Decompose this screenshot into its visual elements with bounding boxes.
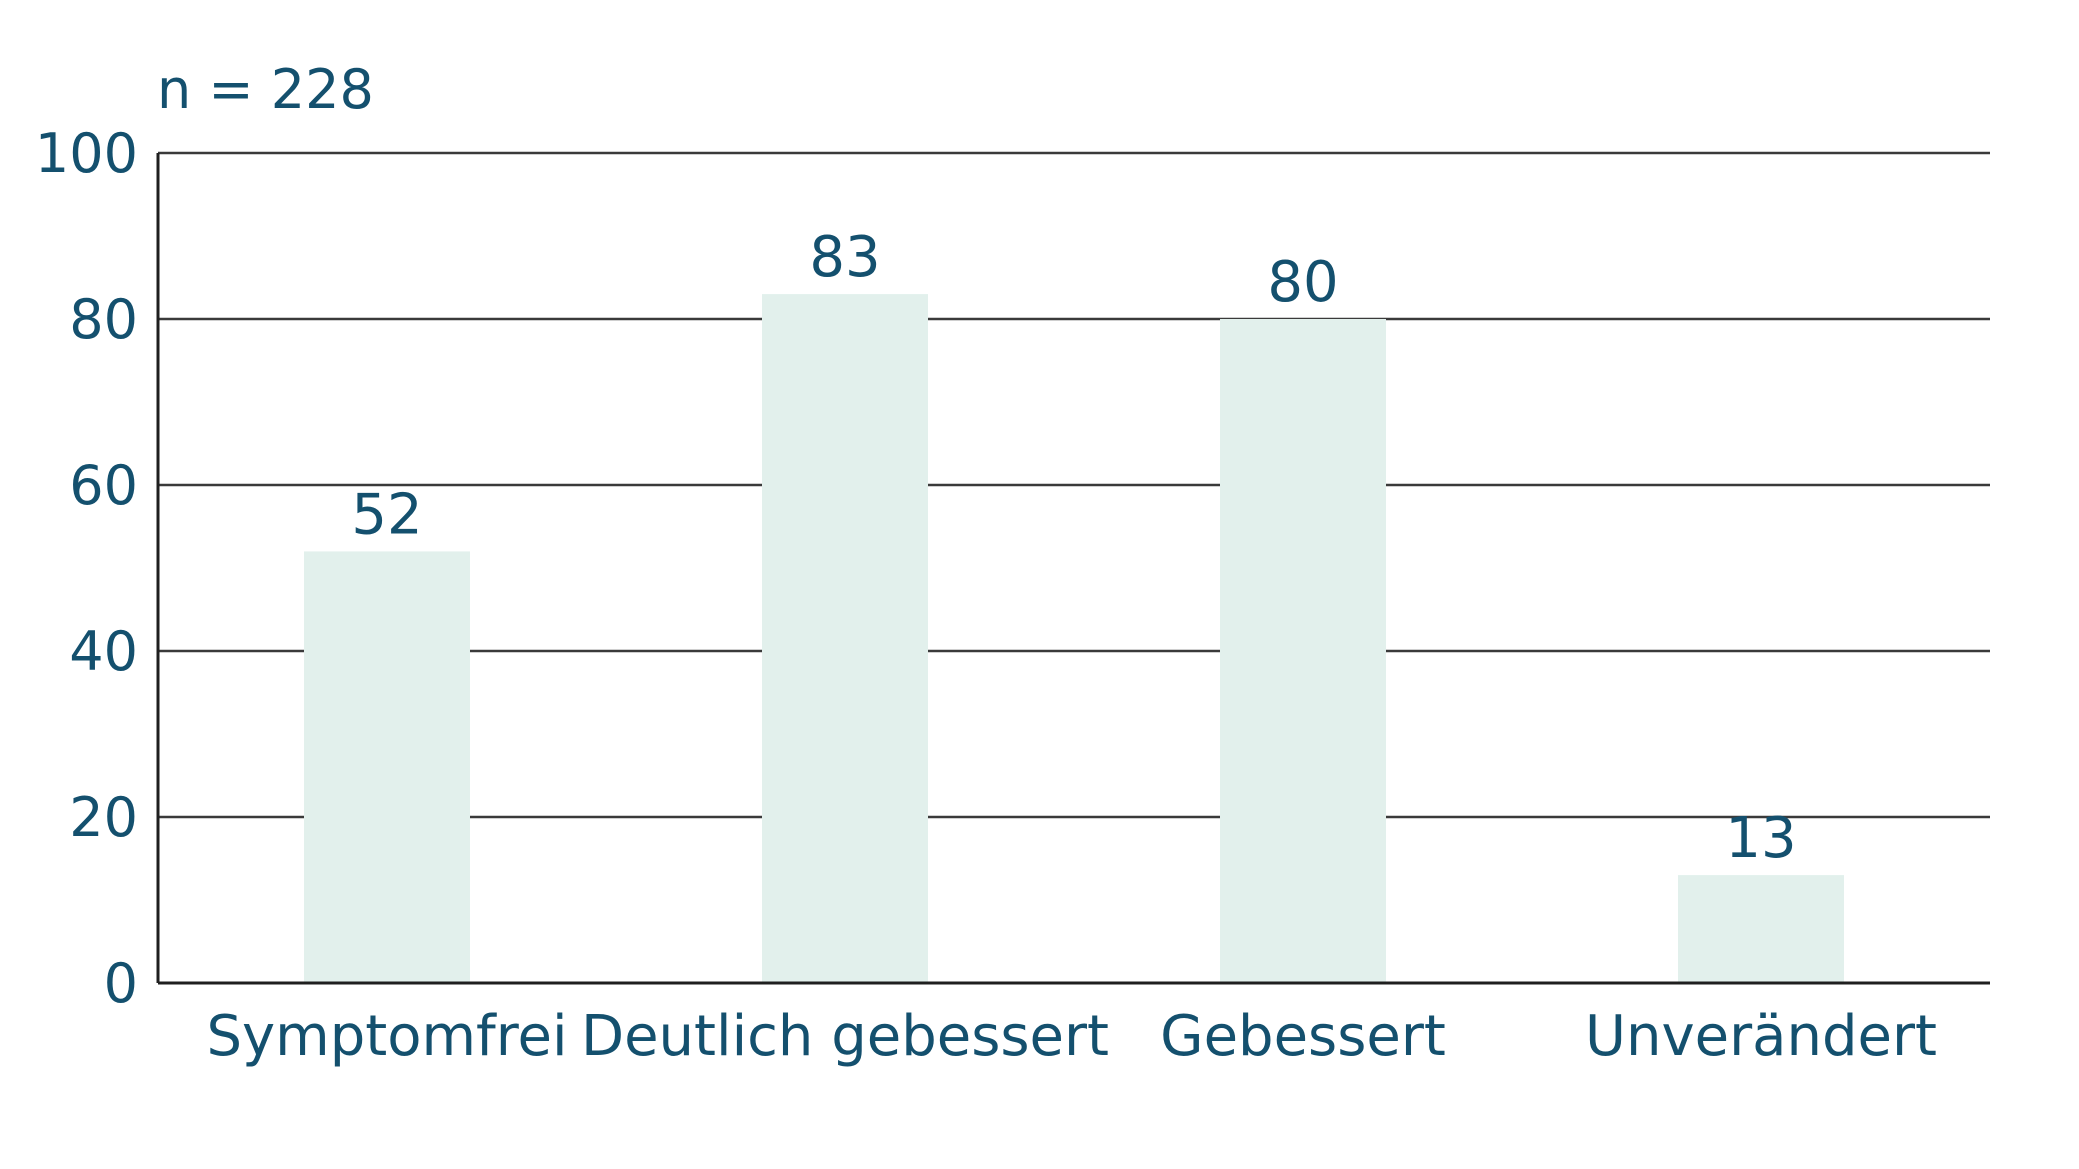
y-tick-label: 100	[35, 122, 138, 185]
y-tick-label: 40	[69, 620, 138, 683]
y-tick-label: 0	[104, 952, 138, 1015]
bars	[304, 294, 1844, 984]
bar	[1220, 319, 1386, 983]
bar	[304, 551, 470, 983]
data-labels: 52 83 80 13	[351, 225, 1796, 871]
category-label: Deutlich gebessert	[581, 1004, 1109, 1069]
data-label: 83	[809, 225, 880, 290]
category-labels: Symptomfrei Deutlich gebessert Gebessert Un…	[206, 1004, 1936, 1069]
category-label: Gebessert	[1160, 1004, 1446, 1069]
y-tick-label: 20	[69, 786, 138, 849]
category-label: Symptomfrei	[206, 1004, 567, 1069]
bar	[1678, 875, 1844, 983]
axes	[156, 153, 1990, 985]
data-label: 13	[1725, 806, 1796, 871]
category-label: Unverändert	[1585, 1004, 1937, 1069]
sample-size-note: n = 228	[157, 58, 374, 121]
bar	[762, 294, 928, 984]
y-tick-label: 80	[69, 288, 138, 351]
y-tick-label: 60	[69, 454, 138, 517]
data-label: 80	[1267, 250, 1338, 315]
y-tick-labels: 0 20 40 60 80 100	[35, 122, 138, 1015]
data-label: 52	[351, 482, 422, 547]
